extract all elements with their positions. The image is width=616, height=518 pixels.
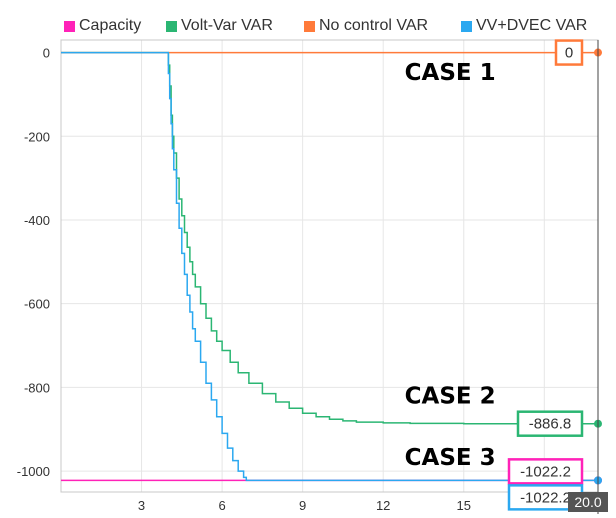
value-label-box [507, 458, 584, 485]
cursor-x-label: 20.0 [574, 494, 601, 510]
annotations: CASE 1 CASE 2 CASE 3 [405, 60, 496, 471]
y-tick-label: 0 [43, 46, 50, 61]
x-tick-label: 12 [376, 498, 390, 513]
value-label-text: -1022.2 [520, 489, 571, 506]
y-tick-label: -400 [24, 213, 50, 228]
series-lines [61, 48, 602, 485]
x-tick-label: 9 [299, 498, 306, 513]
value-label-text: -1022.2 [520, 463, 571, 480]
legend-item-vv-dvec[interactable]: VV+DVEC VAR [461, 17, 587, 35]
legend-item-capacity[interactable]: Capacity [64, 17, 141, 35]
legend-swatch-no-control [304, 20, 315, 32]
legend-item-no-control[interactable]: No control VAR [304, 17, 428, 35]
annotation-case-2: CASE 2 [405, 383, 496, 409]
legend-swatch-volt-var [166, 20, 177, 32]
value-label-text: -886.8 [529, 416, 572, 433]
legend-label-capacity: Capacity [79, 17, 142, 34]
y-tick-label: -200 [24, 129, 50, 144]
value-label-box [554, 39, 584, 66]
y-tick-label: -800 [24, 380, 50, 395]
legend-label-volt-var: Volt-Var VAR [181, 17, 273, 34]
legend-item-volt-var[interactable]: Volt-Var VAR [166, 17, 273, 35]
annotation-case-1: CASE 1 [405, 60, 496, 86]
cursor: 20.0 [568, 40, 608, 514]
cursor-x-badge [568, 492, 608, 512]
x-tick-label: 6 [218, 498, 225, 513]
x-tick-label: 15 [457, 498, 471, 513]
chart-legend: Capacity Volt-Var VAR No control VAR VV+… [0, 0, 616, 40]
value-label-text: 0 [565, 45, 573, 62]
value-label-box [516, 410, 584, 437]
legend-swatch-capacity [64, 20, 75, 32]
annotation-case-3: CASE 3 [405, 445, 496, 471]
series-line-vv-dvec-var [61, 51, 598, 482]
y-tick-label: -600 [24, 297, 50, 312]
value-labels: 0 -886.8 -1022.2 -1022.2 [507, 39, 584, 511]
y-tick-label: -1000 [17, 464, 50, 479]
legend-label-vv-dvec: VV+DVEC VAR [476, 17, 588, 34]
x-tick-label: 3 [138, 498, 145, 513]
legend-swatch-vv-dvec [461, 20, 472, 32]
legend-label-no-control: No control VAR [319, 17, 429, 34]
axis-ticks: 3691215180-200-400-600-800-1000 [17, 46, 552, 513]
